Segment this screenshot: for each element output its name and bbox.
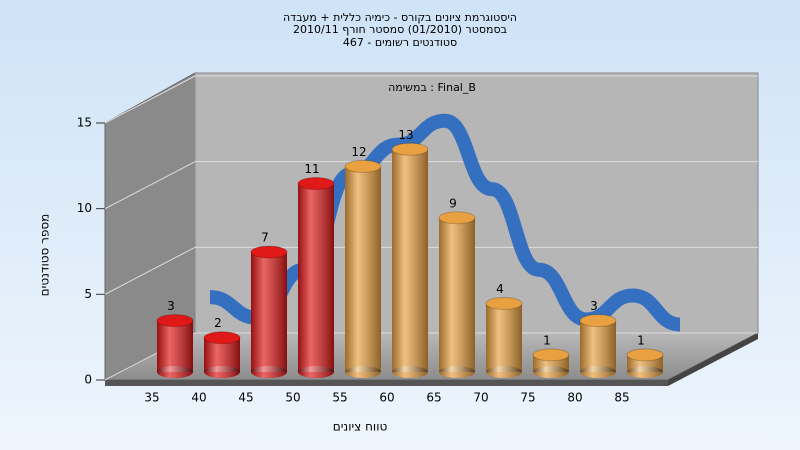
bar-top — [579, 314, 617, 328]
bar-shade — [204, 366, 240, 378]
bar-shade — [392, 366, 428, 378]
title-line: היסטוגרמת ציונים בקורס - כימיה כללית + מ… — [283, 11, 517, 24]
x-tick-label: 85 — [614, 391, 629, 405]
bar-shade — [439, 366, 475, 378]
grid — [96, 75, 758, 381]
value-label: 1 — [543, 333, 551, 347]
bar-shade — [392, 149, 428, 372]
subtitle: במשימה : Final_B — [388, 81, 476, 94]
x-axis-label: טווח ציונים — [333, 420, 388, 434]
bar-shade — [533, 366, 569, 378]
bar-shade — [486, 366, 522, 378]
bar-shade — [157, 366, 193, 378]
x-tick-label: 65 — [426, 391, 441, 405]
x-tick-label: 80 — [567, 391, 582, 405]
value-label: 2 — [214, 316, 222, 330]
grid-line — [104, 161, 196, 210]
grid-line — [104, 75, 196, 124]
bar-top — [297, 177, 335, 191]
bar-shade — [627, 366, 663, 378]
value-label: 3 — [590, 299, 598, 313]
bar-shade — [298, 183, 334, 372]
bar-shade — [345, 166, 381, 372]
title-line: סטודנטים רשומים - 467 — [343, 36, 457, 49]
y-tick-label: 15 — [77, 116, 92, 130]
value-label: 12 — [351, 145, 366, 159]
bar-top — [532, 348, 570, 362]
bar-shade — [251, 252, 287, 372]
bar-top — [485, 296, 523, 310]
floor-edge — [105, 380, 668, 386]
x-tick-label: 55 — [332, 391, 347, 405]
bar-shade — [345, 366, 381, 378]
bar-shade — [486, 303, 522, 372]
bar-top — [250, 245, 288, 259]
x-tick-label: 45 — [238, 391, 253, 405]
value-label: 11 — [304, 162, 319, 176]
bar-shade — [580, 366, 616, 378]
x-tick-label: 50 — [285, 391, 300, 405]
bar-top — [156, 314, 194, 328]
x-tick-label: 70 — [473, 391, 488, 405]
bar-shade — [251, 366, 287, 378]
y-tick-label: 0 — [84, 373, 92, 387]
y-axis-label: מספר סטודנטים — [38, 214, 52, 297]
x-tick-label: 40 — [191, 391, 206, 405]
bar-top — [438, 211, 476, 225]
bar-shade — [298, 366, 334, 378]
grid-line — [104, 246, 196, 295]
value-label: 3 — [167, 299, 175, 313]
bar-top — [626, 348, 664, 362]
value-label: 9 — [449, 196, 457, 210]
bar-shade — [439, 217, 475, 372]
y-tick-label: 5 — [84, 287, 92, 301]
bar-top — [391, 142, 429, 156]
y-tick-label: 10 — [77, 201, 92, 215]
title-line: בסמסטר (01/2010) סמסטר חורף 2010/11 — [293, 23, 507, 36]
value-label: 7 — [261, 231, 269, 245]
x-tick-label: 60 — [379, 391, 394, 405]
bar-shade — [580, 320, 616, 372]
bar-shade — [157, 320, 193, 372]
floor-side — [668, 333, 758, 386]
value-label: 13 — [398, 128, 413, 142]
value-label: 4 — [496, 282, 504, 296]
x-tick-label: 35 — [144, 391, 159, 405]
bar-top — [344, 159, 382, 173]
bar-top — [203, 331, 241, 345]
x-tick-label: 75 — [520, 391, 535, 405]
value-label: 1 — [637, 333, 645, 347]
